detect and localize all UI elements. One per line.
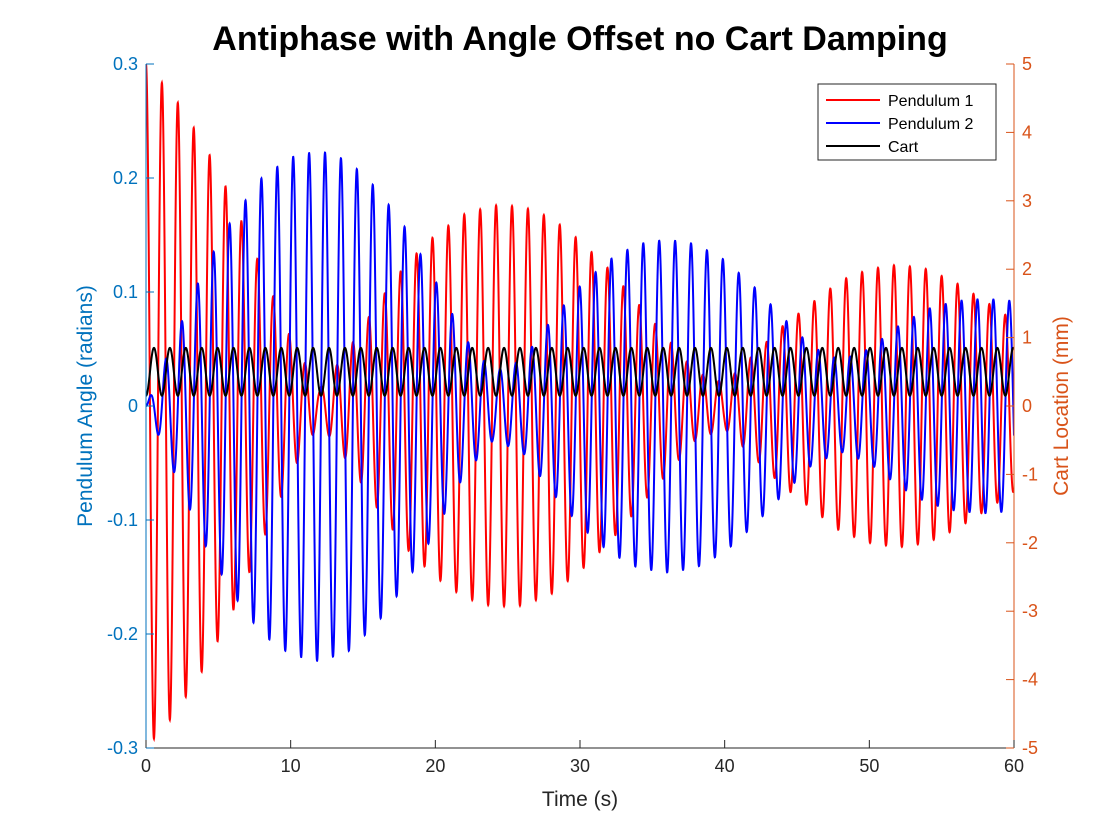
y-tick-left-label: -0.2 bbox=[107, 624, 138, 644]
y-axis-left-label: Pendulum Angle (radians) bbox=[74, 285, 97, 527]
y-tick-right-label: -5 bbox=[1022, 738, 1038, 758]
x-tick-label: 30 bbox=[570, 756, 590, 776]
series-line-pendulum-2 bbox=[146, 151, 1014, 662]
x-axis-label: Time (s) bbox=[542, 788, 618, 811]
x-tick-label: 60 bbox=[1004, 756, 1024, 776]
legend-label-pendulum-2: Pendulum 2 bbox=[888, 116, 973, 133]
series-line-pendulum-1 bbox=[146, 64, 1014, 743]
y-tick-right-label: -4 bbox=[1022, 670, 1038, 690]
legend: Pendulum 1 Pendulum 2 Cart bbox=[817, 83, 997, 161]
y-tick-left-label: -0.1 bbox=[107, 510, 138, 530]
y-tick-right-label: 1 bbox=[1022, 328, 1032, 348]
y-axis-right-label: Cart Location (mm) bbox=[1050, 316, 1073, 496]
legend-label-pendulum-1: Pendulum 1 bbox=[888, 93, 973, 110]
x-tick-label: 40 bbox=[715, 756, 735, 776]
y-tick-right-label: 2 bbox=[1022, 259, 1032, 279]
y-tick-left-label: 0.2 bbox=[113, 168, 138, 188]
series-line-cart bbox=[146, 346, 1014, 397]
y-tick-right-label: 3 bbox=[1022, 191, 1032, 211]
y-tick-left-label: 0 bbox=[128, 396, 138, 416]
y-tick-right-label: 5 bbox=[1022, 54, 1032, 74]
x-tick-label: 20 bbox=[425, 756, 445, 776]
x-tick-label: 0 bbox=[141, 756, 151, 776]
y-tick-left-label: 0.3 bbox=[113, 54, 138, 74]
y-tick-right-label: 0 bbox=[1022, 396, 1032, 416]
y-tick-left-label: -0.3 bbox=[107, 738, 138, 758]
y-tick-right-label: -1 bbox=[1022, 464, 1038, 484]
chart-title: Antiphase with Angle Offset no Cart Damp… bbox=[212, 20, 947, 58]
legend-label-cart: Cart bbox=[888, 139, 919, 156]
y-tick-right-label: 4 bbox=[1022, 122, 1032, 142]
y-tick-left-label: 0.1 bbox=[113, 282, 138, 302]
y-tick-right-label: -3 bbox=[1022, 601, 1038, 621]
y-tick-right-label: -2 bbox=[1022, 533, 1038, 553]
x-tick-label: 50 bbox=[859, 756, 879, 776]
x-tick-label: 10 bbox=[281, 756, 301, 776]
plot-area bbox=[146, 64, 1014, 743]
